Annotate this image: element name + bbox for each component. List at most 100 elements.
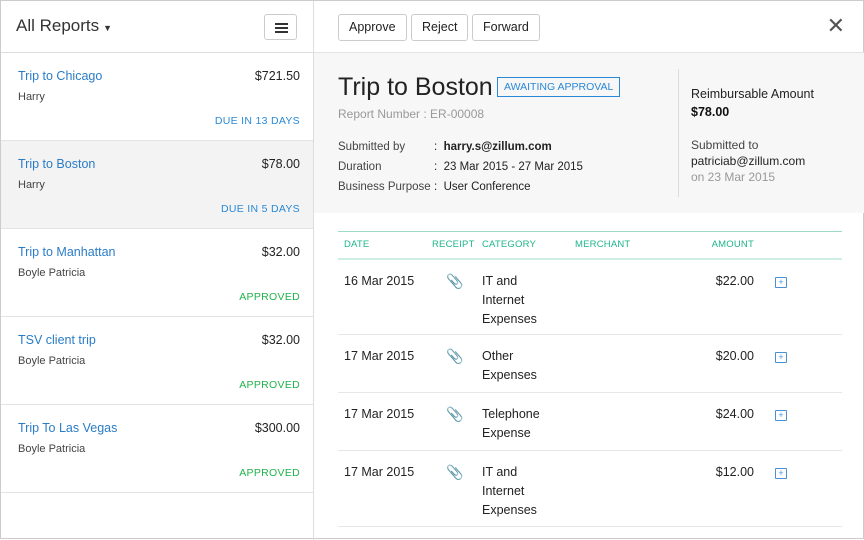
col-actions xyxy=(754,232,842,259)
field-label: Submitted by xyxy=(338,141,406,153)
report-amount: $78.00 xyxy=(261,157,300,171)
report-status: DUE IN 13 DAYS xyxy=(214,115,300,127)
report-list-item[interactable]: TSV client trip $32.00 Boyle Patricia APPRO… xyxy=(1,317,313,405)
report-name: Trip to Manhattan xyxy=(18,245,116,259)
field-value: : harry.s@zillum.com xyxy=(434,141,552,153)
report-list-item[interactable]: Trip To Las Vegas $300.00 Boyle Patricia AP… xyxy=(1,405,313,493)
report-summary: Trip to Boston AWAITING APPROVAL Report … xyxy=(314,53,864,213)
reimbursable-label: Reimbursable Amount xyxy=(691,87,814,101)
category-line: IT and xyxy=(482,273,518,288)
expenses-table: DATE RECEIPT CATEGORY MERCHANT AMOUNT 16… xyxy=(338,231,842,527)
forward-button[interactable]: Forward xyxy=(472,14,540,41)
expense-merchant xyxy=(575,334,665,393)
hamburger-icon xyxy=(275,27,288,29)
col-category: CATEGORY xyxy=(482,239,537,251)
report-number: Report Number : ER-00008 xyxy=(338,107,485,121)
expense-amount: $24.00 xyxy=(665,392,754,451)
report-submitter: Harry xyxy=(18,91,45,103)
expense-category: IT and Internet Expenses xyxy=(482,450,575,527)
category-line: Other xyxy=(482,349,514,363)
table-row[interactable]: 17 Mar 2015 📎 Telephone Expense $24.00 + xyxy=(338,392,842,451)
category-line: Internet xyxy=(482,484,525,498)
report-amount: $32.00 xyxy=(261,245,300,259)
report-list-item[interactable]: Trip to Boston $78.00 Harry DUE IN 5 DAYS xyxy=(1,141,313,229)
caret-down-icon: ▼ xyxy=(103,23,113,33)
category-line: Expenses xyxy=(482,368,537,382)
page-title: Trip to Boston xyxy=(338,73,493,101)
detail-field: Business Purpose: User Conference xyxy=(338,181,531,193)
report-name: Trip to Chicago xyxy=(18,69,103,83)
expense-merchant xyxy=(575,450,665,527)
expense-date: 17 Mar 2015 xyxy=(338,392,432,451)
expense-merchant xyxy=(575,258,665,335)
report-amount: $300.00 xyxy=(254,421,300,435)
expense-merchant xyxy=(575,392,665,451)
expense-amount: $12.00 xyxy=(665,450,754,527)
reject-button[interactable]: Reject xyxy=(411,14,469,41)
category-line: Internet xyxy=(482,292,525,307)
reports-sidebar: All Reports ▼ Trip to Chicago $721.50 Harry… xyxy=(1,1,314,540)
category-line: Expenses xyxy=(482,311,537,326)
col-merchant: MERCHANT xyxy=(575,239,631,251)
detail-field: Submitted by : harry.s@zillum.com xyxy=(338,141,552,153)
submitted-date: on 23 Mar 2015 xyxy=(691,170,776,184)
field-value-text: User Conference xyxy=(443,181,531,193)
dropdown-label: All Reports xyxy=(16,16,100,35)
report-submitter: Harry xyxy=(18,179,45,191)
report-name: Trip to Boston xyxy=(18,157,96,171)
field-value-text: 23 Mar 2015 - 27 Mar 2015 xyxy=(443,161,583,173)
toolbar: Approve Reject Forward ✕ xyxy=(314,1,864,53)
report-status: DUE IN 5 DAYS xyxy=(221,203,300,215)
expense-date: 17 Mar 2015 xyxy=(338,450,432,527)
category-line: Telephone xyxy=(482,407,540,421)
report-list-item[interactable]: Trip to Manhattan $32.00 Boyle Patricia APP… xyxy=(1,229,313,317)
report-submitter: Boyle Patricia xyxy=(18,267,86,279)
report-status: APPROVED xyxy=(239,379,300,391)
expense-category: Telephone Expense xyxy=(482,392,575,451)
add-comment-icon[interactable]: + xyxy=(775,276,787,288)
table-row[interactable]: 17 Mar 2015 📎 Other Expenses $20.00 + xyxy=(338,334,842,393)
add-comment-icon[interactable]: + xyxy=(775,468,787,479)
field-label: Duration xyxy=(338,161,382,173)
report-amount: $721.50 xyxy=(254,69,300,83)
paperclip-icon[interactable]: 📎 xyxy=(446,406,464,422)
report-submitter: Boyle Patricia xyxy=(18,443,86,455)
report-name: Trip To Las Vegas xyxy=(18,421,118,435)
all-reports-dropdown[interactable]: All Reports ▼ xyxy=(16,16,112,36)
expense-amount: $20.00 xyxy=(665,334,754,393)
field-value: : User Conference xyxy=(434,181,531,193)
field-value-text: harry.s@zillum.com xyxy=(443,141,552,153)
col-receipt: RECEIPT xyxy=(432,239,475,251)
field-label: Business Purpose xyxy=(338,181,431,193)
hamburger-icon xyxy=(275,23,288,25)
report-list-item[interactable]: Trip to Chicago $721.50 Harry DUE IN 13 DAY… xyxy=(1,53,313,141)
add-comment-icon[interactable]: + xyxy=(775,410,787,421)
approve-button[interactable]: Approve xyxy=(338,14,407,41)
expense-amount: $22.00 xyxy=(665,258,754,335)
paperclip-icon[interactable]: 📎 xyxy=(446,272,464,289)
expense-date: 17 Mar 2015 xyxy=(338,334,432,393)
submitted-to-label: Submitted to xyxy=(691,138,759,152)
expense-date: 16 Mar 2015 xyxy=(338,258,432,335)
paperclip-icon[interactable]: 📎 xyxy=(446,348,464,364)
table-row[interactable]: 17 Mar 2015 📎 IT and Internet Expenses $12.00… xyxy=(338,450,842,527)
field-value: : 23 Mar 2015 - 27 Mar 2015 xyxy=(434,161,583,173)
submitted-to-email: patriciab@zillum.com xyxy=(691,154,806,168)
table-row[interactable]: 16 Mar 2015 📎 IT and Internet Expenses $22.00… xyxy=(338,258,842,335)
report-status: APPROVED xyxy=(239,467,300,479)
expense-category: IT and Internet Expenses xyxy=(482,258,575,335)
menu-button[interactable] xyxy=(264,14,297,40)
report-status: APPROVED xyxy=(239,291,300,303)
col-date: DATE xyxy=(344,239,370,251)
close-icon[interactable]: ✕ xyxy=(826,13,845,38)
status-badge: AWAITING APPROVAL xyxy=(497,77,621,97)
divider xyxy=(678,69,679,197)
paperclip-icon[interactable]: 📎 xyxy=(446,464,464,480)
report-name: TSV client trip xyxy=(18,333,96,347)
add-comment-icon[interactable]: + xyxy=(775,352,787,363)
category-line: IT and xyxy=(482,465,518,479)
report-submitter: Boyle Patricia xyxy=(18,355,86,367)
category-line: Expense xyxy=(482,426,531,440)
expense-category: Other Expenses xyxy=(482,334,575,393)
